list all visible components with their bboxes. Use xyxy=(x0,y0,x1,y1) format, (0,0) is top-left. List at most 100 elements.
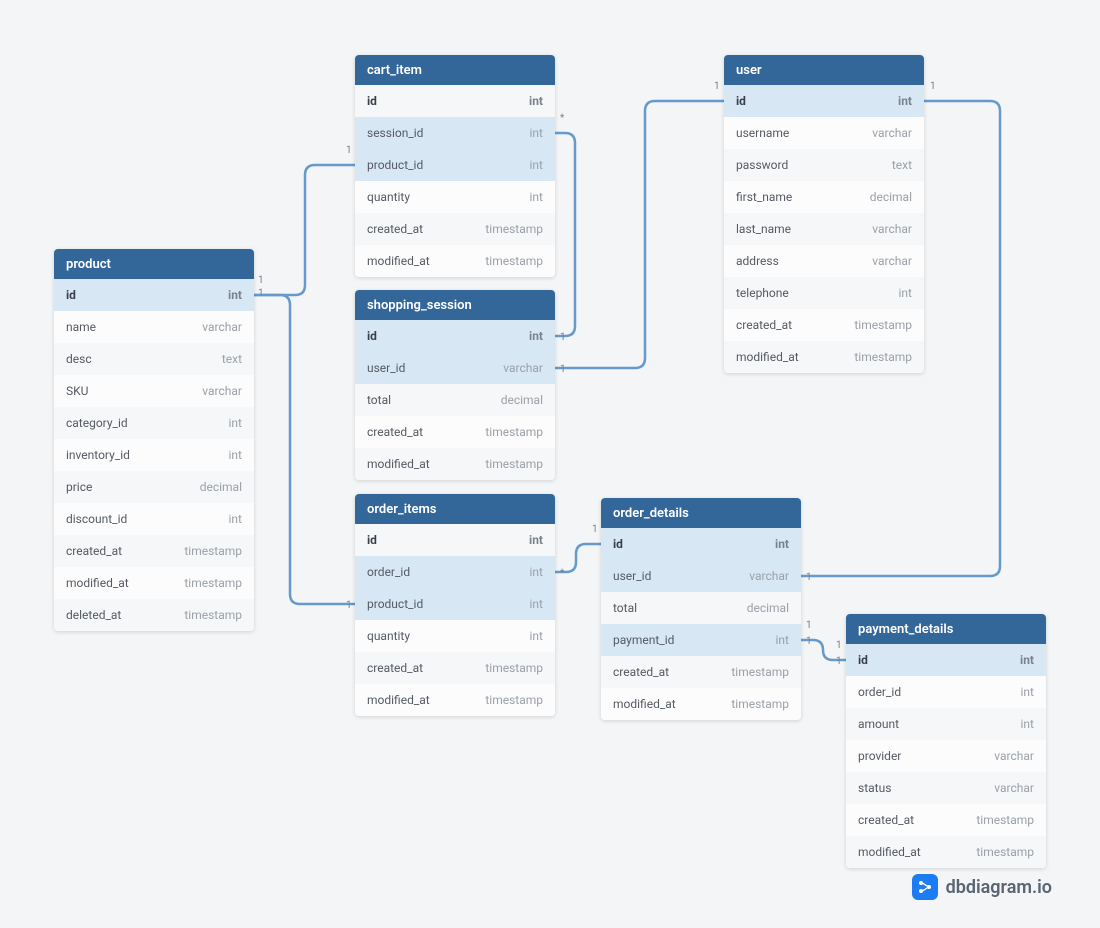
table-column[interactable]: product_idint xyxy=(355,149,555,181)
table-column[interactable]: amountint xyxy=(846,708,1046,740)
table-shopping_session[interactable]: shopping_sessionidintuser_idvarchartotal… xyxy=(355,290,555,480)
column-type: varchar xyxy=(872,126,912,140)
table-column[interactable]: providervarchar xyxy=(846,740,1046,772)
table-cart_item[interactable]: cart_itemidintsession_idintproduct_idint… xyxy=(355,55,555,277)
relationship-edge[interactable] xyxy=(555,101,724,368)
table-column[interactable]: desctext xyxy=(54,343,254,375)
table-column[interactable]: idint xyxy=(355,320,555,352)
relationship-edge[interactable] xyxy=(555,133,575,336)
table-column[interactable]: order_idint xyxy=(355,556,555,588)
table-column[interactable]: pricedecimal xyxy=(54,471,254,503)
table-column[interactable]: idint xyxy=(724,85,924,117)
table-payment_details[interactable]: payment_detailsidintorder_idintamountint… xyxy=(846,614,1046,868)
table-order_details[interactable]: order_detailsidintuser_idvarchartotal dec… xyxy=(601,498,801,720)
table-column[interactable]: created_attimestamp xyxy=(355,416,555,448)
column-type: int xyxy=(530,190,543,204)
table-column[interactable]: first_namedecimal xyxy=(724,181,924,213)
column-type: varchar xyxy=(202,320,242,334)
relationship-edge[interactable] xyxy=(555,544,601,572)
table-column[interactable]: modified_attimestamp xyxy=(54,567,254,599)
column-type: timestamp xyxy=(731,697,789,711)
column-name: total xyxy=(613,601,637,615)
table-column[interactable]: created_attimestamp xyxy=(355,652,555,684)
table-column[interactable]: last_namevarchar xyxy=(724,213,924,245)
table-column[interactable]: idint xyxy=(846,644,1046,676)
table-column[interactable]: modified_attimestamp xyxy=(355,684,555,716)
table-column[interactable]: passwordtext xyxy=(724,149,924,181)
table-column[interactable]: created_attimestamp xyxy=(724,309,924,341)
table-column[interactable]: modified_attimestamp xyxy=(355,448,555,480)
table-column[interactable]: discount_idint xyxy=(54,503,254,535)
table-header[interactable]: order_items xyxy=(355,494,555,524)
column-name: total xyxy=(367,393,391,407)
cardinality-label: 1 xyxy=(560,332,566,343)
relationship-edge[interactable] xyxy=(801,640,846,660)
column-type: timestamp xyxy=(485,425,543,439)
table-column[interactable]: statusvarchar xyxy=(846,772,1046,804)
column-type: timestamp xyxy=(976,813,1034,827)
table-column[interactable]: deleted_at timestamp xyxy=(54,599,254,631)
table-header[interactable]: user xyxy=(724,55,924,85)
table-column[interactable]: addressvarchar xyxy=(724,245,924,277)
column-name: username xyxy=(736,126,789,140)
table-column[interactable]: session_idint xyxy=(355,117,555,149)
table-column[interactable]: created_attimestamp xyxy=(601,656,801,688)
column-type: timestamp xyxy=(184,576,242,590)
table-column[interactable]: telephoneint xyxy=(724,277,924,309)
relationship-edge[interactable] xyxy=(254,295,355,604)
table-header[interactable]: product xyxy=(54,249,254,279)
cardinality-label: 1 xyxy=(806,620,812,631)
column-name: created_at xyxy=(613,665,669,679)
table-column[interactable]: quantityint xyxy=(355,620,555,652)
column-name: quantity xyxy=(367,629,410,643)
column-type: timestamp xyxy=(485,222,543,236)
column-type: text xyxy=(222,352,242,366)
table-column[interactable]: idint xyxy=(601,528,801,560)
table-column[interactable]: quantityint xyxy=(355,181,555,213)
table-column[interactable]: modified_attimestamp xyxy=(846,836,1046,868)
table-column[interactable]: idint xyxy=(54,279,254,311)
table-header[interactable]: shopping_session xyxy=(355,290,555,320)
table-column[interactable]: created_attimestamp xyxy=(846,804,1046,836)
table-column[interactable]: category_idint xyxy=(54,407,254,439)
table-column[interactable]: idint xyxy=(355,524,555,556)
table-column[interactable]: namevarchar xyxy=(54,311,254,343)
table-column[interactable]: modified_attimestamp xyxy=(724,341,924,373)
column-name: deleted_at xyxy=(66,608,121,622)
table-column[interactable]: payment_idint xyxy=(601,624,801,656)
table-header[interactable]: payment_details xyxy=(846,614,1046,644)
column-name: user_id xyxy=(367,361,405,375)
column-type: decimal xyxy=(747,601,789,615)
column-type: text xyxy=(892,158,912,172)
table-column[interactable]: modified_attimestamp xyxy=(355,245,555,277)
relationship-edge[interactable] xyxy=(254,165,355,295)
table-column[interactable]: inventory_idint xyxy=(54,439,254,471)
table-column[interactable]: created_attimestamp xyxy=(355,213,555,245)
column-name: discount_id xyxy=(66,512,127,526)
table-header[interactable]: cart_item xyxy=(355,55,555,85)
table-column[interactable]: user_idvarchar xyxy=(601,560,801,592)
table-column[interactable]: created_attimestamp xyxy=(54,535,254,567)
column-type: timestamp xyxy=(184,608,242,622)
table-column[interactable]: user_idvarchar xyxy=(355,352,555,384)
cardinality-label: 1 xyxy=(714,81,720,92)
table-column[interactable]: username varchar xyxy=(724,117,924,149)
table-column[interactable]: SKUvarchar xyxy=(54,375,254,407)
table-column[interactable]: idint xyxy=(355,85,555,117)
table-column[interactable]: modified_attimestamp xyxy=(601,688,801,720)
table-column[interactable]: totaldecimal xyxy=(355,384,555,416)
column-name: product_id xyxy=(367,158,423,172)
table-order_items[interactable]: order_itemsidintorder_idintproduct_idint… xyxy=(355,494,555,716)
cardinality-label: 1 xyxy=(806,572,812,583)
table-column[interactable]: order_idint xyxy=(846,676,1046,708)
table-user[interactable]: useridint username varchar passwordtextfirs… xyxy=(724,55,924,373)
cardinality-label: 1 xyxy=(592,524,598,535)
table-column[interactable]: product_idint xyxy=(355,588,555,620)
table-product[interactable]: productidintnamevarchardesctextSKUvarcha… xyxy=(54,249,254,631)
table-column[interactable]: total decimal xyxy=(601,592,801,624)
table-header[interactable]: order_details xyxy=(601,498,801,528)
column-type: timestamp xyxy=(485,661,543,675)
column-name: order_id xyxy=(858,685,901,699)
column-name: modified_at xyxy=(367,457,430,471)
column-type: timestamp xyxy=(485,254,543,268)
